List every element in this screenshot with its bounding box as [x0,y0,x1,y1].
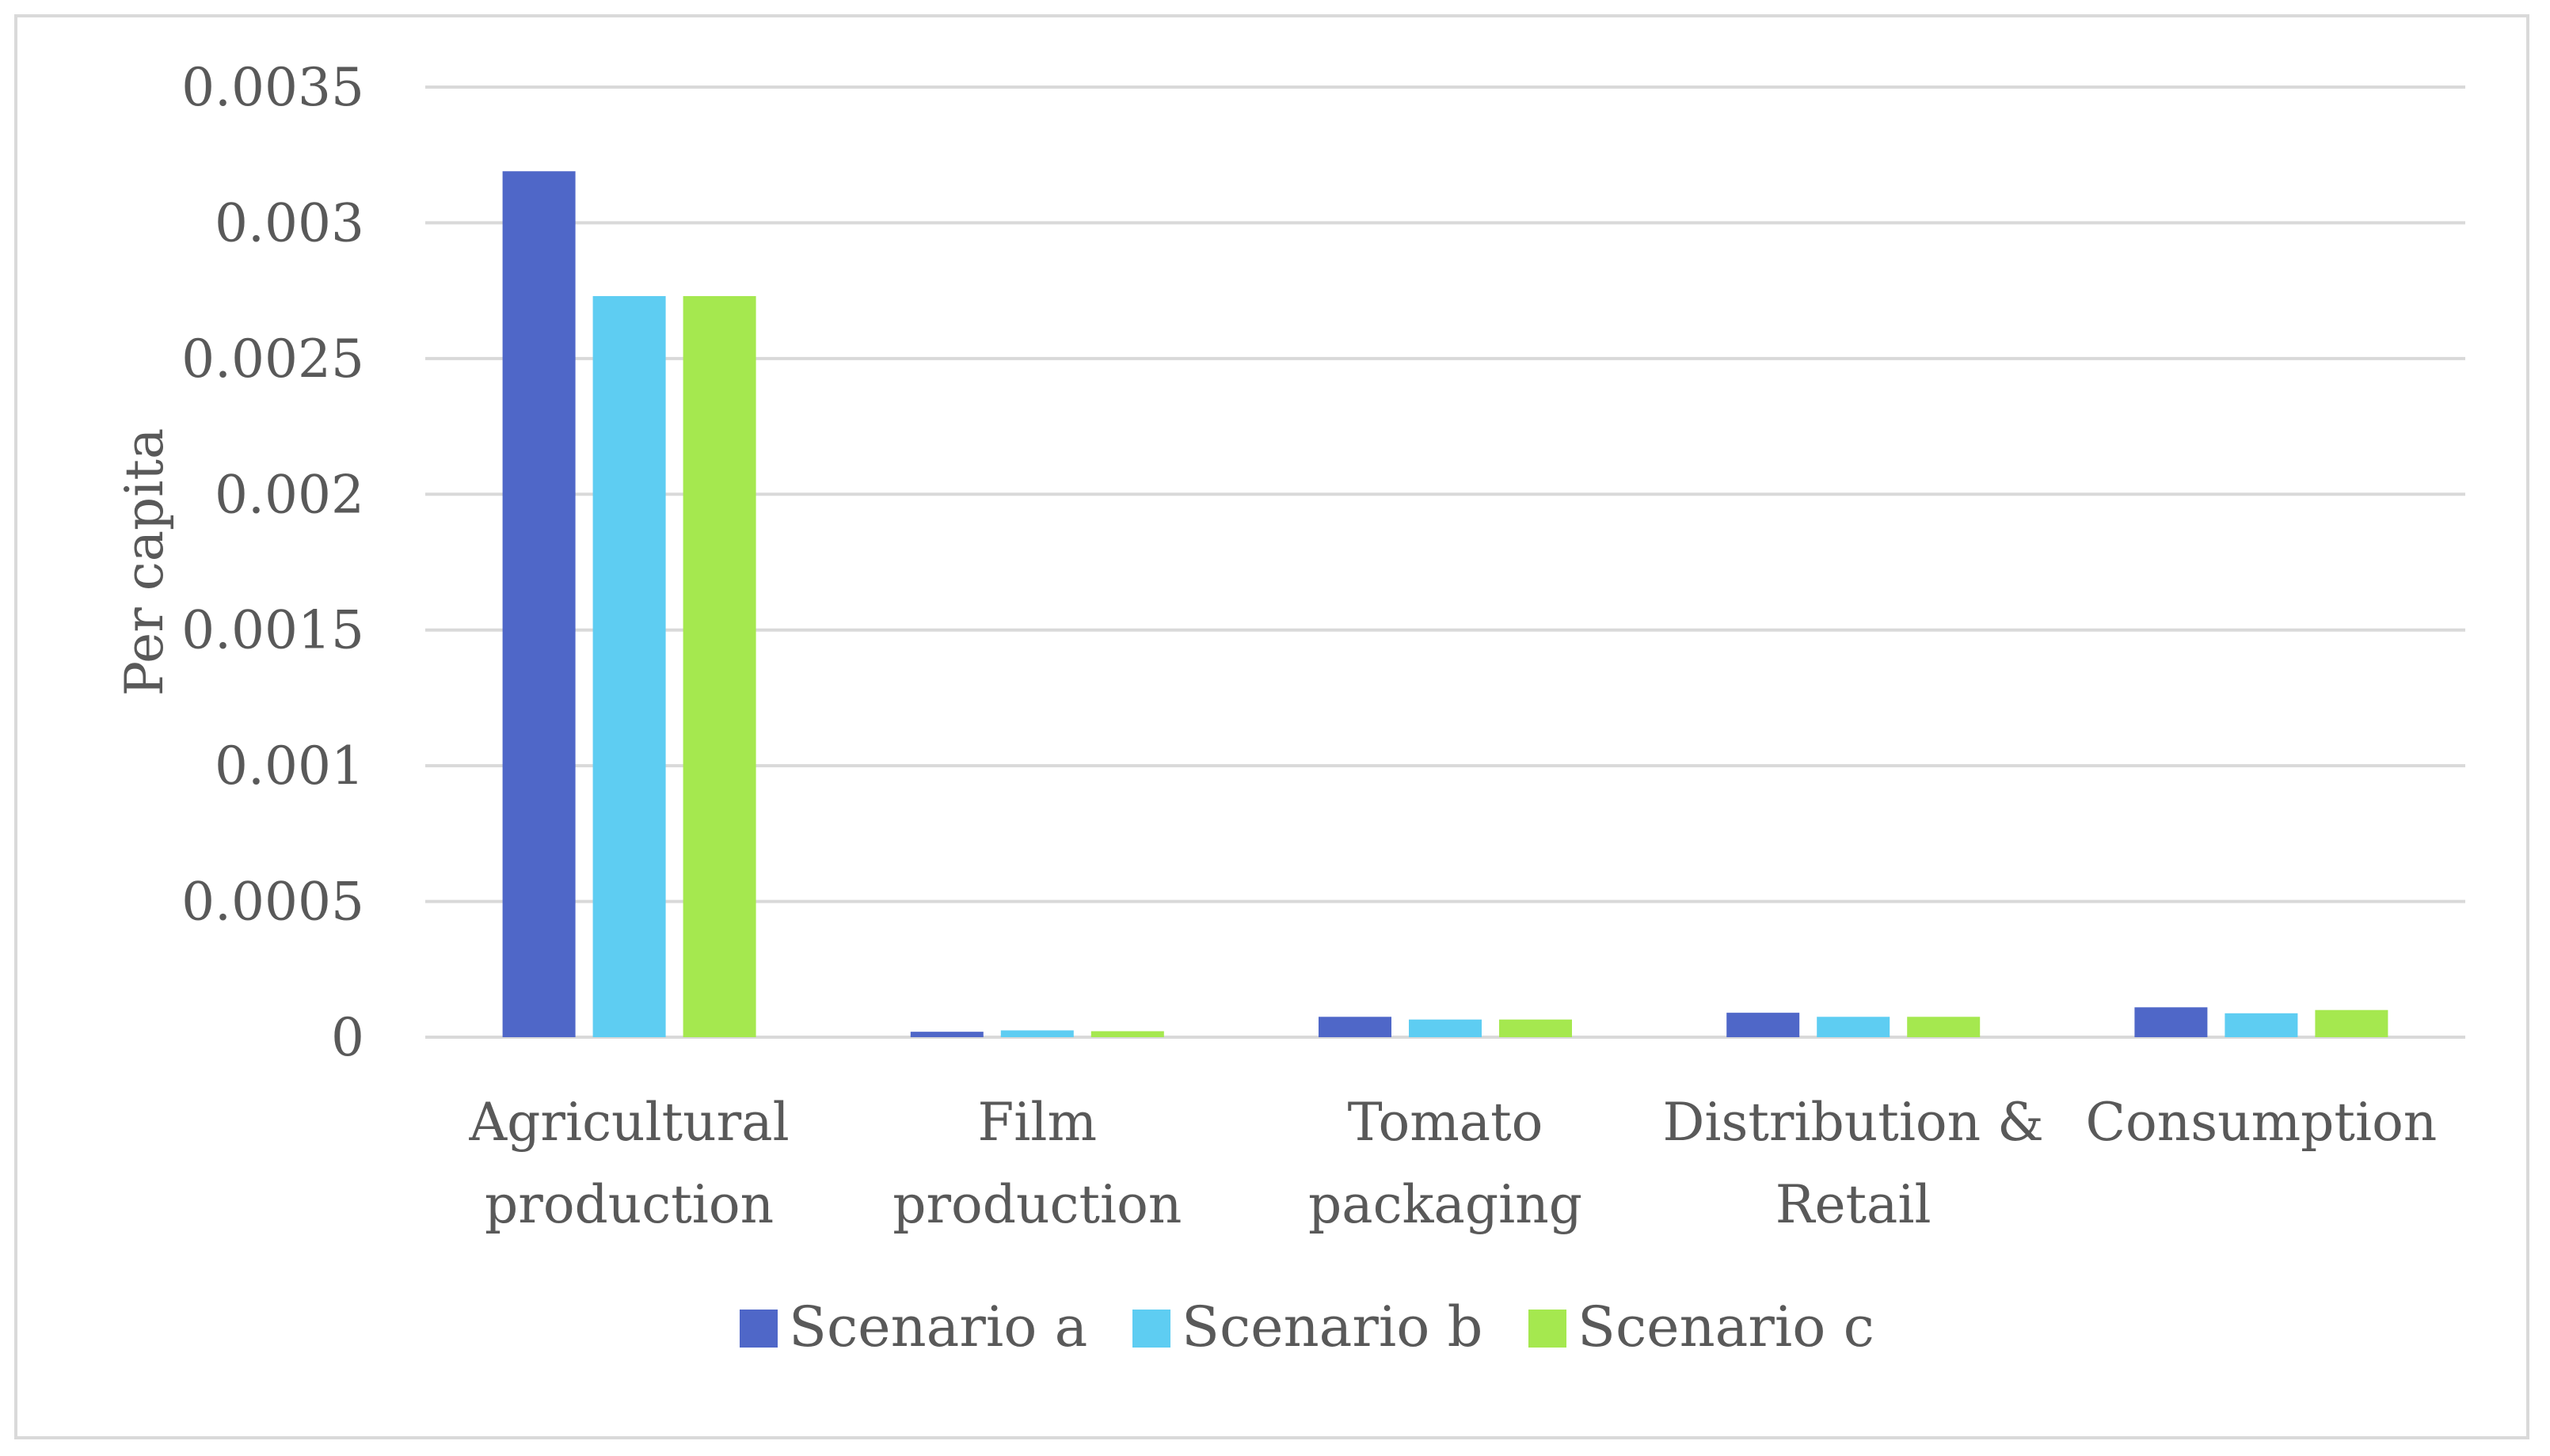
bars [502,171,2388,1037]
legend: Scenario a Scenario b Scenario c [740,1294,1874,1359]
bar-scenario-c [683,296,756,1037]
x-axis-categories: Agricultural production Film production Toma… [469,1092,2438,1235]
x-category-label: Distribution & Retail [1662,1092,2043,1235]
bar-scenario-b [1817,1017,1890,1037]
bar-scenario-c [1090,1031,1164,1037]
x-category-label: Tomato packaging [1308,1092,1582,1235]
x-category-label: Consumption [2085,1092,2437,1153]
y-axis-ticks: 0 0.0005 0.001 0.0015 0.002 0.0025 0.003 0.0035 [181,57,364,1068]
bar-scenario-a [2134,1007,2208,1037]
y-tick-label: 0.0005 [181,872,364,933]
legend-label: Scenario b [1182,1294,1482,1359]
y-tick-label: 0.0015 [181,600,364,661]
gridlines [425,86,2465,1039]
bar-scenario-a [910,1032,984,1037]
bar-scenario-a [1726,1013,1800,1037]
y-tick-label: 0.003 [215,192,364,253]
bar-scenario-b [592,296,666,1037]
legend-swatch [1528,1310,1566,1348]
chart-frame [14,14,2529,1439]
bar-scenario-a [1319,1017,1391,1037]
y-axis-title: Per capita [114,428,175,697]
bar-scenario-c [2315,1009,2388,1037]
bar-scenario-c [1907,1017,1981,1037]
x-category-label: Agricultural production [469,1092,790,1235]
bar-scenario-a [502,171,576,1037]
legend-swatch [740,1310,778,1348]
legend-swatch [1132,1310,1170,1348]
bar-scenario-b [2225,1013,2298,1037]
bar-scenario-c [1499,1019,1572,1037]
y-tick-label: 0.0035 [181,57,364,118]
legend-label: Scenario a [789,1294,1087,1359]
y-tick-label: 0.001 [215,736,364,796]
y-tick-label: 0.002 [215,464,364,525]
bar-scenario-b [1409,1019,1482,1037]
legend-label: Scenario c [1578,1294,1874,1359]
bar-scenario-b [1000,1030,1074,1037]
x-category-label: Film production [892,1092,1182,1235]
y-tick-label: 0.0025 [181,329,364,390]
y-tick-label: 0 [331,1007,364,1068]
